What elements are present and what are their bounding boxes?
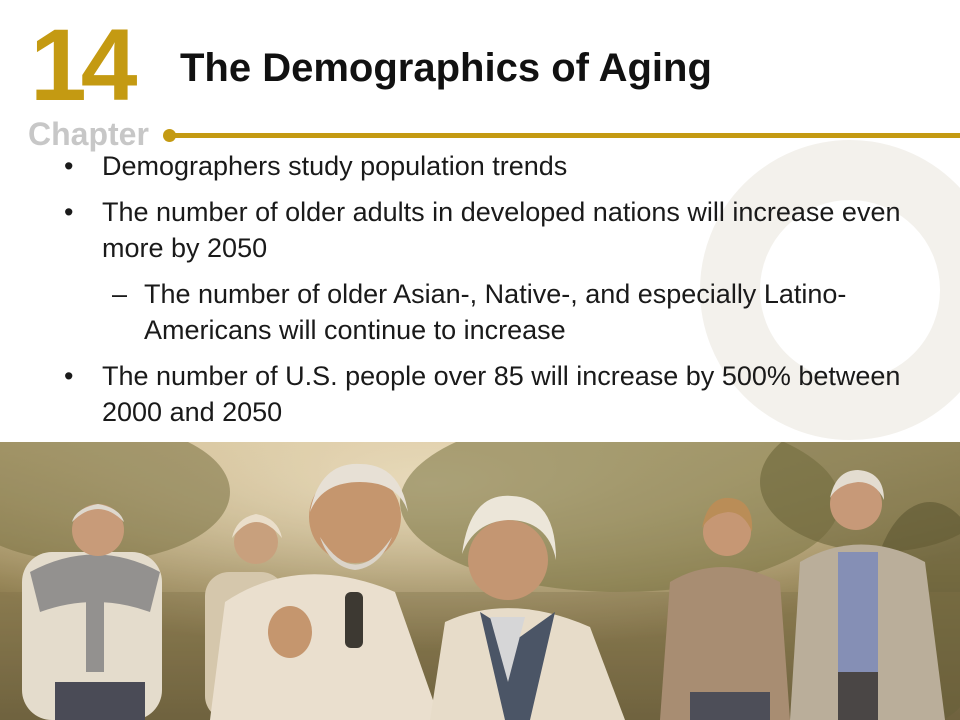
bullet-item: • The number of older adults in develope… bbox=[60, 194, 920, 266]
bullet-text: The number of older adults in developed … bbox=[102, 197, 901, 263]
person-5 bbox=[660, 497, 790, 720]
bullet-marker: • bbox=[64, 197, 74, 227]
chapter-label: Chapter bbox=[28, 116, 149, 152]
bullet-list: • Demographers study population trends •… bbox=[60, 148, 920, 440]
title-rule-line bbox=[170, 133, 960, 138]
person-1 bbox=[22, 504, 162, 720]
sub-bullet-item: – The number of older Asian-, Native-, a… bbox=[102, 276, 920, 348]
bullet-marker: • bbox=[64, 361, 74, 391]
person-4 bbox=[430, 495, 625, 720]
sub-bullet-text: The number of older Asian-, Native-, and… bbox=[144, 279, 847, 345]
bullet-item: • The number of U.S. people over 85 will… bbox=[60, 358, 920, 430]
group-of-older-adults-walking-photo bbox=[0, 442, 960, 720]
sub-bullet-marker: – bbox=[112, 279, 128, 309]
person-6 bbox=[790, 470, 945, 720]
title-rule-dot bbox=[163, 129, 176, 142]
bullet-text: The number of U.S. people over 85 will i… bbox=[102, 361, 901, 427]
slide-title: The Demographics of Aging bbox=[180, 46, 712, 90]
bullet-text: Demographers study population trends bbox=[102, 151, 568, 181]
bullet-marker: • bbox=[64, 151, 74, 181]
person-3 bbox=[210, 463, 440, 720]
bullet-item: • Demographers study population trends bbox=[60, 148, 920, 184]
chapter-number: 14 bbox=[30, 8, 137, 122]
